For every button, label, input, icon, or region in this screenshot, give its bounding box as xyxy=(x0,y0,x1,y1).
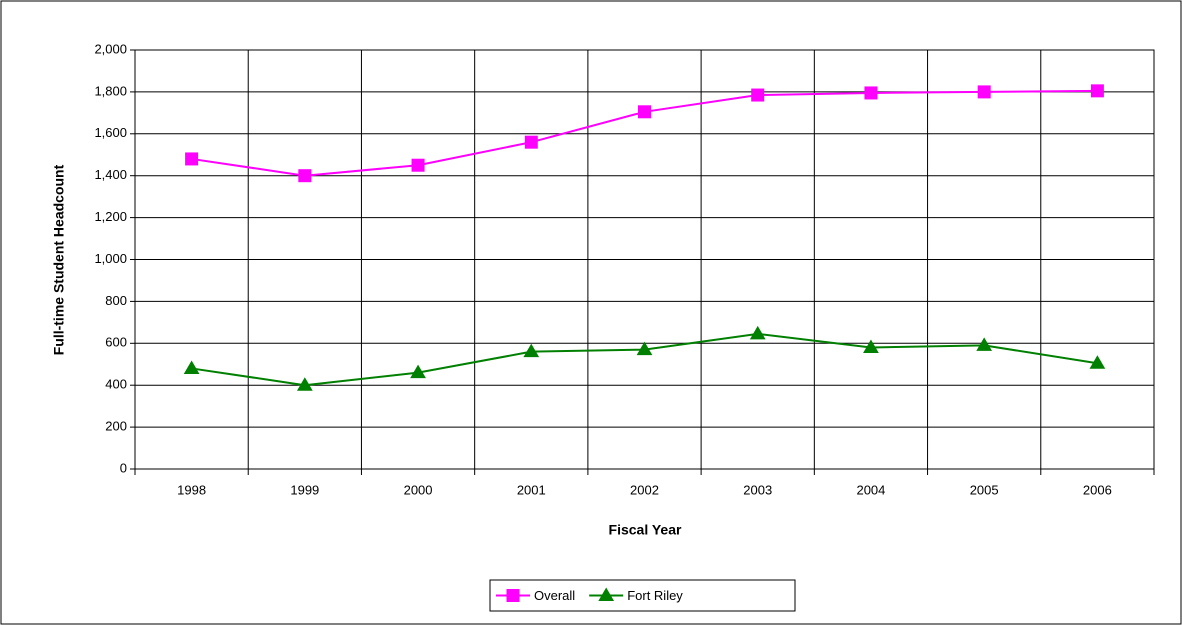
data-point xyxy=(749,325,766,340)
x-tick-label: 2006 xyxy=(1083,482,1112,497)
data-point xyxy=(1090,84,1104,98)
x-tick-label: 2000 xyxy=(404,482,433,497)
legend-box xyxy=(489,579,796,612)
data-point xyxy=(185,152,199,166)
x-axis-label: Fiscal Year xyxy=(609,522,682,538)
data-point xyxy=(636,341,653,356)
data-point xyxy=(863,339,879,353)
legend-label: Overall xyxy=(534,588,575,603)
legend-label: Fort Riley xyxy=(627,588,683,603)
data-point xyxy=(976,337,993,351)
data-point xyxy=(410,364,426,379)
x-tick-label: 1999 xyxy=(290,482,319,497)
y-tick-label: 2,000 xyxy=(94,41,127,56)
y-tick-label: 800 xyxy=(105,293,127,308)
x-tick-label: 2004 xyxy=(856,482,885,497)
y-tick-label: 1,800 xyxy=(94,83,127,98)
data-point xyxy=(296,377,313,391)
data-point xyxy=(298,169,312,183)
y-tick-label: 1,600 xyxy=(94,125,127,140)
x-tick-label: 2002 xyxy=(630,482,659,497)
data-point xyxy=(524,135,538,149)
data-point xyxy=(864,86,878,100)
x-tick-label: 2003 xyxy=(743,482,772,497)
data-point xyxy=(751,88,765,102)
legend-marker xyxy=(506,589,520,602)
x-tick-label: 2005 xyxy=(970,482,999,497)
y-tick-label: 600 xyxy=(105,335,127,350)
data-point xyxy=(638,105,651,119)
y-tick-label: 1,200 xyxy=(94,209,127,224)
legend-marker xyxy=(598,587,615,601)
x-tick-label: 1998 xyxy=(177,482,206,497)
x-tick-label: 2001 xyxy=(517,482,546,497)
data-point xyxy=(411,158,425,172)
y-tick-label: 1,000 xyxy=(94,251,127,266)
y-tick-label: 200 xyxy=(105,419,127,434)
data-point xyxy=(183,360,200,374)
y-tick-label: 1,400 xyxy=(94,167,127,182)
data-point xyxy=(977,85,991,99)
data-point xyxy=(1089,355,1106,369)
y-axis-label: Full-time Student Headcount xyxy=(51,164,67,355)
y-tick-label: 400 xyxy=(105,377,127,392)
y-tick-label: 0 xyxy=(120,460,127,475)
data-point xyxy=(523,343,540,358)
